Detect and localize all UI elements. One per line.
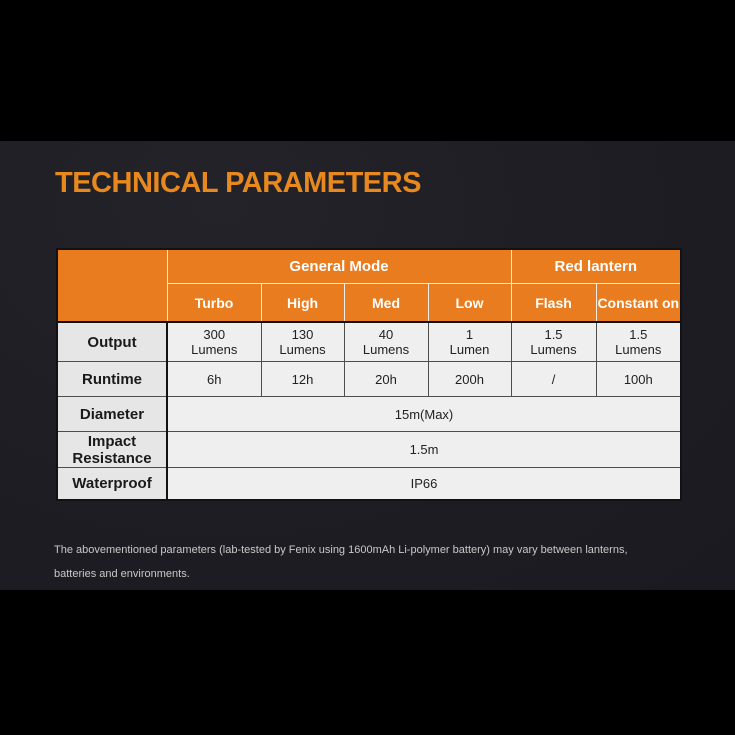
cell-unit: Lumen [449,342,490,357]
table-row-impact-resistance: Impact Resistance 1.5m [56,431,682,468]
cell-value: 130 [291,327,314,342]
footnote-line-2: batteries and environments. [54,568,190,580]
row-label-waterproof: Waterproof [56,467,168,501]
table-row-runtime: Runtime 6h 12h 20h 200h / 100h [56,361,682,397]
row-label-impact-resistance: Impact Resistance [56,431,168,468]
runtime-low-cell: 200h [427,361,512,397]
page-title: TECHNICAL PARAMETERS [55,167,421,199]
cell-unit: Lumens [362,342,410,357]
cell-value: 1 [465,327,474,342]
mode-header-low: Low [427,283,512,323]
mode-header-med: Med [343,283,429,323]
row-label-runtime: Runtime [56,361,168,397]
waterproof-value-cell: IP66 [166,467,682,501]
group-header-general-mode: General Mode [166,248,512,284]
table-row-waterproof: Waterproof IP66 [56,467,682,501]
group-header-row: General Mode Red lantern [56,248,682,323]
runtime-flash-cell: / [510,361,597,397]
output-turbo-cell: 300 Lumens [166,321,262,362]
footnote: The abovementioned parameters (lab-teste… [54,538,714,586]
output-flash-cell: 1.5 Lumens [510,321,597,362]
diameter-value-cell: 15m(Max) [166,396,682,432]
cell-unit: Lumens [530,342,577,357]
mode-header-turbo: Turbo [166,283,262,323]
mode-header-row: Turbo High Med Low Flash Constant on [57,283,682,323]
cell-value: 40 [378,327,394,342]
table-row-output: Output 300 Lumens 130 Lumens 40 Lumens 1… [56,321,682,362]
cell-unit: Lumens [191,342,238,357]
group-header-red-lantern: Red lantern [510,248,682,284]
cell-value: 300 [203,327,226,342]
cell-value: 1.5 [544,327,563,342]
mode-header-flash: Flash [510,283,597,323]
output-low-cell: 1 Lumen [427,321,512,362]
cell-unit: Lumens [279,342,326,357]
output-constant-cell: 1.5 Lumens [595,321,682,362]
output-high-cell: 130 Lumens [260,321,345,362]
output-med-cell: 40 Lumens [343,321,429,362]
corner-header-cell [56,248,168,323]
runtime-med-cell: 20h [343,361,429,397]
runtime-high-cell: 12h [260,361,345,397]
row-label-diameter: Diameter [56,396,168,432]
row-label-output: Output [56,321,168,362]
mode-header-high: High [260,283,345,323]
cell-value: 1.5 [629,327,648,342]
runtime-constant-cell: 100h [595,361,682,397]
impact-resistance-value-cell: 1.5m [166,431,682,468]
runtime-turbo-cell: 6h [166,361,262,397]
technical-parameters-table: General Mode Red lantern Turbo High Med … [56,248,683,501]
table-row-diameter: Diameter 15m(Max) [56,396,682,432]
cell-unit: Lumens [615,342,662,357]
footnote-line-1: The abovementioned parameters (lab-teste… [54,544,628,556]
mode-header-constant-on: Constant on [595,283,682,323]
